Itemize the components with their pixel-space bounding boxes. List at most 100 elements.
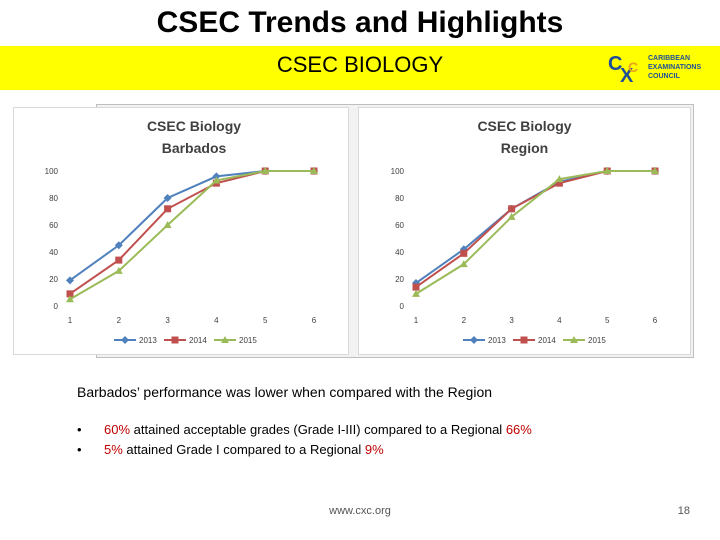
chart-1-series-2015-point [651,167,659,174]
chart-1-series-2014-point [508,205,516,213]
title-bar: CSEC Trends and Highlights [0,0,720,46]
chart-1-title-line2: Region [501,140,548,156]
chart-0-xtick-label: 2 [117,316,122,325]
chart-0-legend-2015-glyph [221,336,229,343]
chart-0-ytick-label: 20 [49,275,58,284]
chart-1-series-2015-point [459,260,468,268]
chart-0-xtick-label: 4 [214,316,219,325]
bullet-item-acceptable-grades: 60% attained acceptable grades (Grade I-… [77,422,532,442]
chart-1-series-2015-point [507,212,516,220]
chart-0-ytick-label: 80 [49,194,58,203]
chart-1-title-line1: CSEC Biology [477,118,571,134]
chart-1-legend-2014-marker [520,336,528,344]
logo-line-3: COUNCIL [648,73,680,80]
chart-1-legend-2015-marker [570,336,578,343]
chart-1-xtick-label: 2 [462,316,467,325]
chart-0-series-2013-point [66,276,74,285]
chart-1-series-2013-markers [412,167,659,288]
chart-0-legend-2014-marker [171,336,179,344]
chart-1-series-2015-line [415,170,655,295]
chart-1-ytick-label: 100 [391,167,405,176]
bullet-item-grade-one: 5% attained Grade I compared to a Region… [77,442,532,462]
chart-0-xtick-label: 1 [68,316,73,325]
chart-1-legend-2014-glyph [520,336,528,344]
cxc-logo-mark: C X C [608,53,638,87]
bullet-1-text: attained acceptable grades (Grade I-III)… [130,422,506,437]
chart-0-ytick-label: 60 [49,221,58,230]
chart-0-series-2013-point [163,194,172,202]
chart-0-series-2015-point [212,176,221,184]
chart-0-series-2015-point [163,221,172,228]
chart-1-xtick-label: 4 [557,316,562,325]
chart-0-legend-2015-label: 2015 [239,336,257,345]
chart-1-ytick-label: 40 [395,248,404,257]
chart-1-series-2015-point [603,167,612,174]
chart-1-series-2014-point [460,249,468,257]
chart-1-legend-2013-glyph [470,336,478,344]
cxc-logo-x: X [620,65,634,87]
slide-title: CSEC Trends and Highlights [156,6,564,39]
chart-1-ytick-label: 80 [395,194,404,203]
chart-1-series-2015-markers [412,167,659,297]
chart-1-legend-2013-label: 2013 [488,336,506,345]
chart-1-ytick-label: 20 [395,275,404,284]
chart-0-xtick-label: 3 [165,316,170,325]
bullet-2-text: attained Grade I compared to a Regional [122,442,365,457]
chart-1-series-2014-point [555,179,563,187]
chart-0-legend-2015-marker [221,336,229,343]
cxc-logo-text: CARIBBEAN EXAMINATIONS COUNCIL [648,54,701,81]
chart-1-ytick-label: 60 [395,221,404,230]
chart-1-xtick-label: 5 [605,316,610,325]
chart-0-series-2015-point [261,167,270,174]
chart-0-legend-2013-marker [121,336,129,344]
chart-1-xtick-label: 6 [653,316,658,325]
chart-1-legend-2015-glyph [570,336,578,343]
subtitle-band [0,46,720,90]
page-number: 18 [677,505,690,517]
chart-1-series-2015-point [555,175,564,183]
chart-0-title-line1: CSEC Biology [147,118,241,134]
chart-0-series-2014-line [69,170,314,295]
chart-0-ytick-label: 0 [54,302,59,311]
chart-0-legend-2014-label: 2014 [189,336,207,345]
chart-0-series-2013-point [114,241,123,250]
chart-0-legend-2013-label: 2013 [139,336,157,345]
chart-1-series-2013-line [415,170,655,284]
bullet-1-region-value: 66% [505,422,532,437]
chart-1-series-2014-point [412,283,420,291]
chart-0-ytick-label: 40 [49,248,58,257]
chart-1-legend-2013-marker [470,336,478,344]
chart-0-series-2015-point [66,295,74,303]
chart-0-xtick-label: 6 [312,316,317,325]
chart-1-xtick-label: 3 [509,316,514,325]
bullet-2-region-value: 9% [364,442,384,457]
cxc-logo-c2: C [628,59,638,75]
chart-0-series-2013-markers [66,167,318,285]
chart-0-series-2014-point [164,205,172,213]
chart-0-ytick-label: 100 [45,167,59,176]
chart-0-xtick-label: 5 [263,316,268,325]
chart-0-series-2014-point [115,256,123,264]
chart-0-series-2013-point [212,172,221,181]
chart-1-legend-2014-label: 2014 [538,336,556,345]
chart-1-ytick-label: 0 [400,302,405,311]
logo-line-1: CARIBBEAN [648,55,690,62]
chart-1-series-2015-point [412,289,420,297]
bullet-list: 60% attained acceptable grades (Grade I-… [77,422,532,462]
chart-0-title-line2: Barbados [162,140,227,156]
chart-barbados: CSEC Biology Barbados 0 20 40 60 80 100 1 2 3 4 5 6 20… [13,107,349,355]
chart-1-legend-2015-label: 2015 [588,336,606,345]
chart-0-series-2015-point [114,266,123,274]
footer-url[interactable]: www.cxc.org [329,505,391,517]
chart-0-series-2014-point [66,290,74,298]
chart-0-series-2015-point [310,167,318,174]
cxc-logo: C X C CARIBBEAN EXAMINATIONS COUNCIL [606,48,716,88]
chart-0-series-2013-line [69,170,314,282]
bullet-2-barbados-value: 5% [104,442,123,457]
chart-0-series-2015-markers [66,167,318,303]
chart-0-legend-2014-glyph [171,336,179,344]
chart-0-series-2015-line [69,170,314,301]
chart-1-series-2014-line [415,170,655,288]
cxc-logo-c1: C [608,53,622,75]
logo-line-2: EXAMINATIONS [648,64,702,71]
